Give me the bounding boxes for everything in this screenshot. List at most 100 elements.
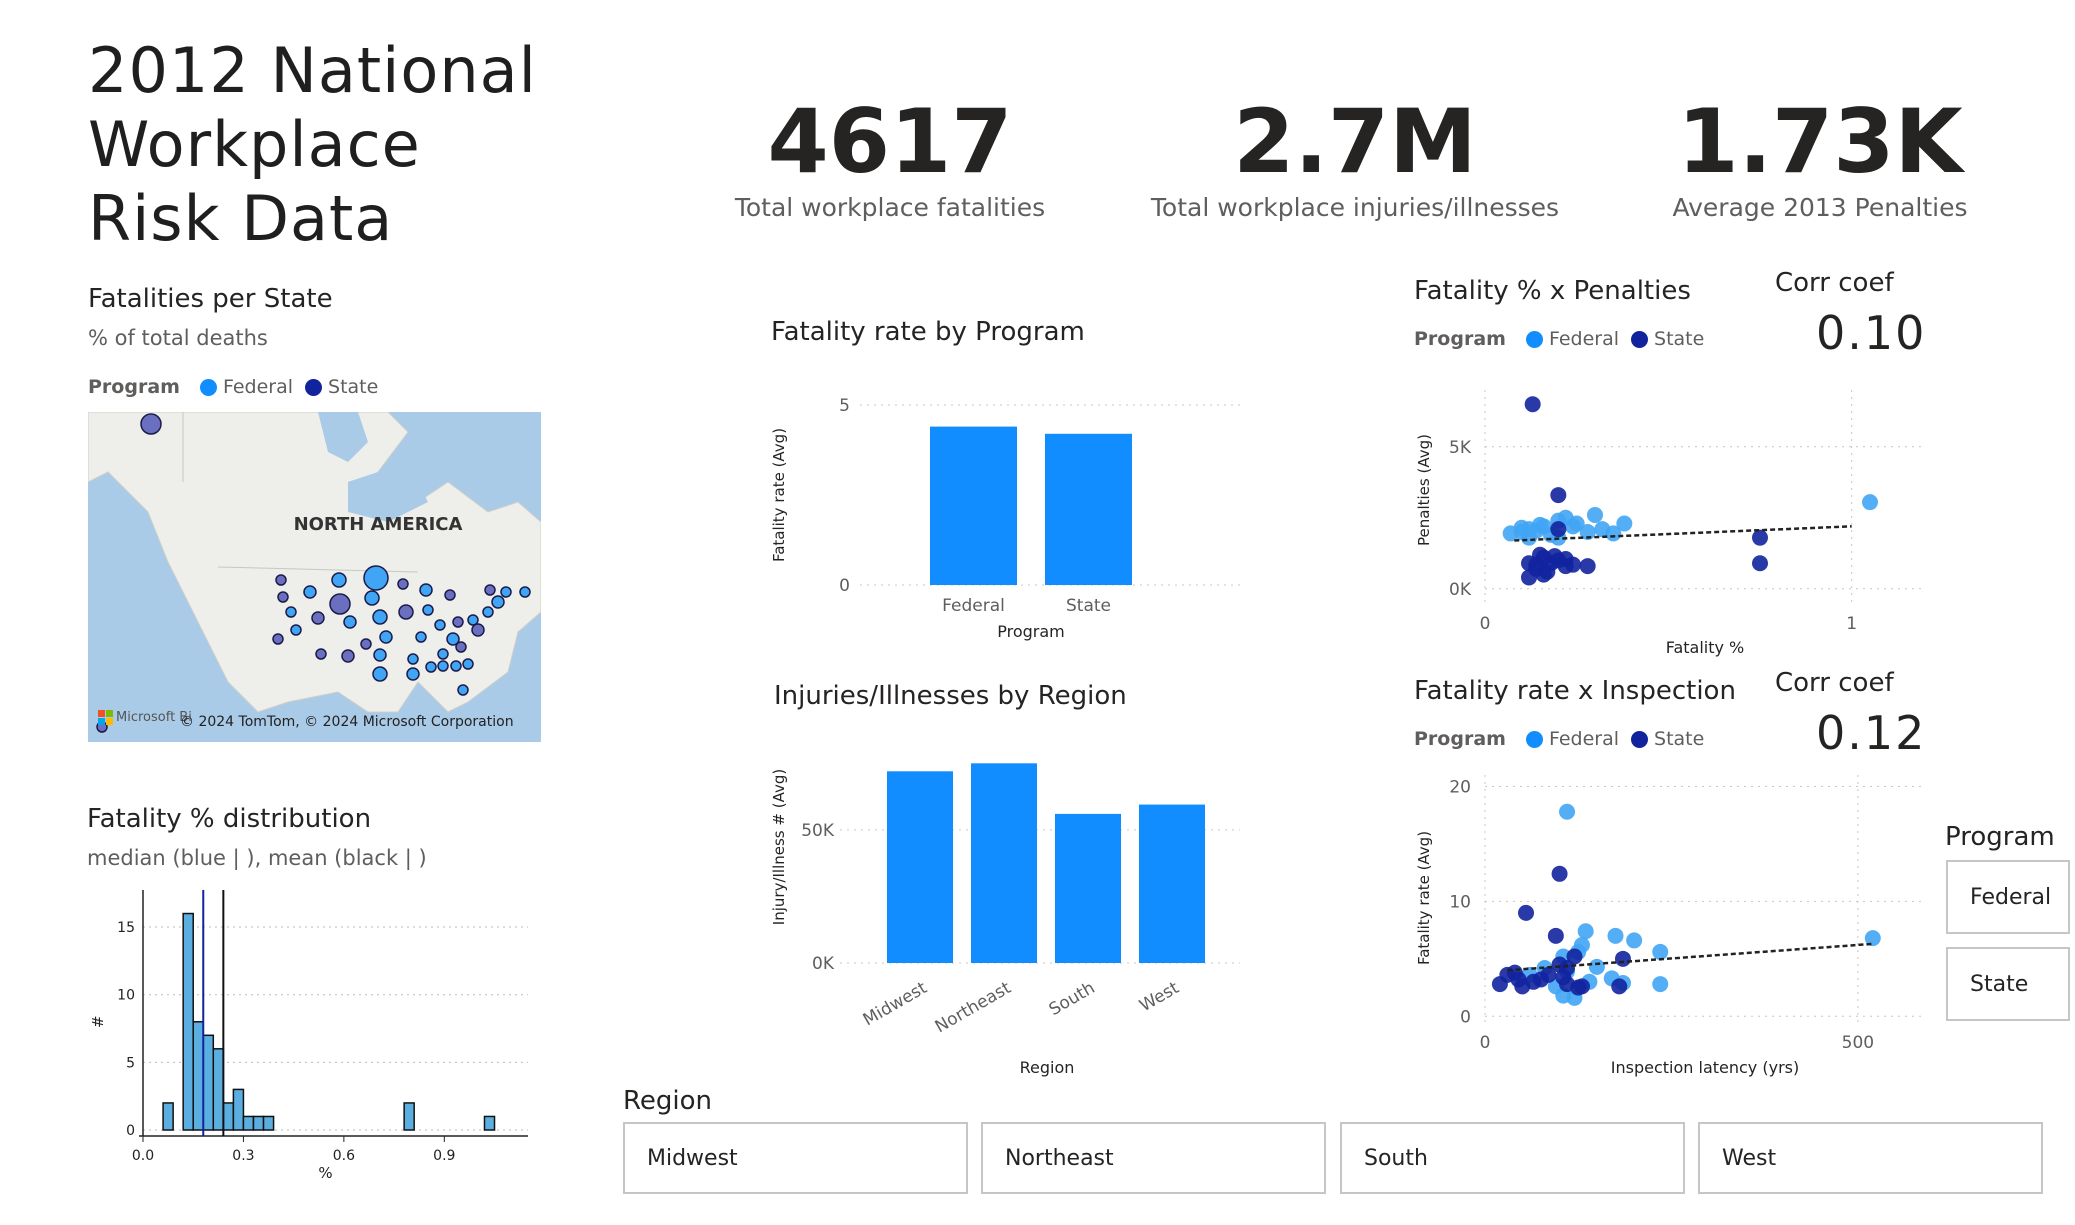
bar-region-title: Injuries/Illnesses by Region	[774, 681, 1127, 711]
map-bubble[interactable]	[455, 641, 467, 653]
map-bubble[interactable]	[407, 653, 419, 665]
map-bubble[interactable]	[437, 648, 449, 660]
map-bubble[interactable]	[379, 630, 393, 644]
map-bubble[interactable]	[462, 658, 474, 670]
scatter-point	[1605, 525, 1622, 542]
map-bubble[interactable]	[285, 606, 297, 618]
slicer-region-midwest[interactable]: Midwest	[623, 1122, 968, 1194]
scatter1-title: Fatality % x Penalties	[1414, 276, 1691, 306]
map-bubble[interactable]	[373, 648, 387, 662]
y-tick-label: 5	[126, 1055, 135, 1071]
map-bubble[interactable]	[437, 660, 449, 672]
map-bubble[interactable]	[398, 604, 414, 620]
slicer-program-state[interactable]: State	[1946, 947, 2070, 1021]
kpi-value: 4617	[767, 90, 1013, 193]
map-bubble[interactable]	[343, 615, 357, 629]
region-slicer-title: Region	[623, 1086, 713, 1116]
map-bubble[interactable]	[450, 660, 462, 672]
state-dot-icon	[1631, 330, 1649, 348]
map-svg[interactable]: NORTH AMERICA	[88, 412, 541, 742]
map-region-label: NORTH AMERICA	[294, 514, 463, 535]
map-bubble[interactable]	[457, 684, 469, 696]
slicer-region-south[interactable]: South	[1340, 1122, 1685, 1194]
map-bubble[interactable]	[397, 578, 409, 590]
kpi-label: Total workplace injuries/illnesses	[1150, 193, 1560, 222]
map-bubble[interactable]	[406, 667, 420, 681]
scatter-point	[1521, 569, 1537, 586]
map-bubble[interactable]	[372, 666, 388, 682]
map-bubble[interactable]	[290, 624, 302, 636]
legend-state: State	[1654, 728, 1705, 750]
map-bubble[interactable]	[363, 565, 389, 591]
map-bubble[interactable]	[275, 574, 287, 586]
scatter-point	[1532, 546, 1548, 563]
scatter-point	[1565, 518, 1581, 535]
scatter-point	[1616, 515, 1633, 532]
map-bubble[interactable]	[272, 633, 284, 645]
title-line: 2012 National	[88, 34, 537, 107]
map-bubble[interactable]	[500, 586, 512, 598]
map-bubble[interactable]	[452, 616, 464, 628]
slicer-program-federal[interactable]: Federal	[1946, 860, 2070, 934]
map-bubble[interactable]	[484, 584, 496, 596]
map-bubble[interactable]	[315, 648, 327, 660]
map-bubble[interactable]	[422, 604, 434, 616]
hist-bar	[403, 1102, 415, 1131]
hist-bar	[252, 1115, 265, 1131]
map-bubble[interactable]	[331, 572, 347, 588]
map-bubble[interactable]	[364, 590, 380, 606]
x-tick-label: State	[1066, 596, 1111, 616]
slicer-region-west[interactable]: West	[1698, 1122, 2043, 1194]
bar	[1139, 804, 1205, 963]
map-bubble[interactable]	[491, 595, 505, 609]
bar	[1055, 813, 1121, 963]
x-axis-label: Region	[1020, 1058, 1075, 1077]
legend-federal: Federal	[222, 376, 294, 398]
map-bubble[interactable]	[303, 585, 317, 599]
corr-value-1: 0.10	[1816, 306, 1927, 360]
map-bubble[interactable]	[471, 623, 485, 637]
kpi-value: 1.73K	[1677, 90, 1963, 193]
kpi-label: Total workplace fatalities	[734, 193, 1046, 222]
map-canvas[interactable]: NORTH AMERICA	[88, 412, 541, 742]
hist-bar	[483, 1115, 496, 1131]
x-tick-label: 0	[1480, 1033, 1491, 1053]
map-bubble[interactable]	[419, 583, 433, 597]
map-legend: Program Federal State	[88, 376, 378, 398]
bay-water	[348, 462, 428, 522]
scatter-point	[1566, 948, 1583, 965]
map-bubble[interactable]	[434, 619, 446, 631]
scatter-point	[1510, 971, 1527, 988]
corr-value-2: 0.12	[1816, 706, 1927, 760]
y-tick-label: 10	[1449, 892, 1471, 912]
program-slicer-title: Program	[1945, 822, 2055, 852]
map-bubble[interactable]	[482, 606, 494, 618]
map-bubble[interactable]	[444, 589, 456, 601]
hist-bar	[222, 1102, 235, 1131]
map-bubble[interactable]	[341, 649, 355, 663]
map-bubble[interactable]	[140, 413, 162, 435]
map-bubble[interactable]	[446, 632, 460, 646]
map-bubble[interactable]	[311, 611, 325, 625]
slicer-region-northeast[interactable]: Northeast	[981, 1122, 1326, 1194]
map-bubble[interactable]	[425, 661, 437, 673]
scatter-point	[1513, 519, 1530, 536]
x-axis-label: Fatality %	[1666, 638, 1745, 657]
scatter2-title: Fatality rate x Inspection	[1414, 676, 1736, 706]
scatter-point	[1557, 558, 1574, 575]
y-tick-label: 0	[126, 1123, 135, 1139]
scatter-point	[1652, 976, 1669, 993]
histogram-chart: 0 5 10 15 0.0 0.3 0.6 0.9% #	[89, 890, 528, 1182]
map-bubble[interactable]	[372, 609, 388, 625]
map-bubble[interactable]	[519, 586, 531, 598]
map-bubble[interactable]	[360, 638, 372, 650]
x-tick-label: South	[1046, 978, 1099, 1020]
x-tick-label: West	[1136, 978, 1182, 1016]
scatter-point	[1579, 558, 1596, 575]
map-bubble[interactable]	[467, 614, 479, 626]
scatter-point	[1587, 506, 1603, 523]
map-bubble[interactable]	[277, 591, 289, 603]
map-bubble[interactable]	[415, 631, 427, 643]
map-bubble[interactable]	[329, 593, 351, 615]
y-axis-label: Fatality rate (Avg)	[770, 428, 788, 562]
